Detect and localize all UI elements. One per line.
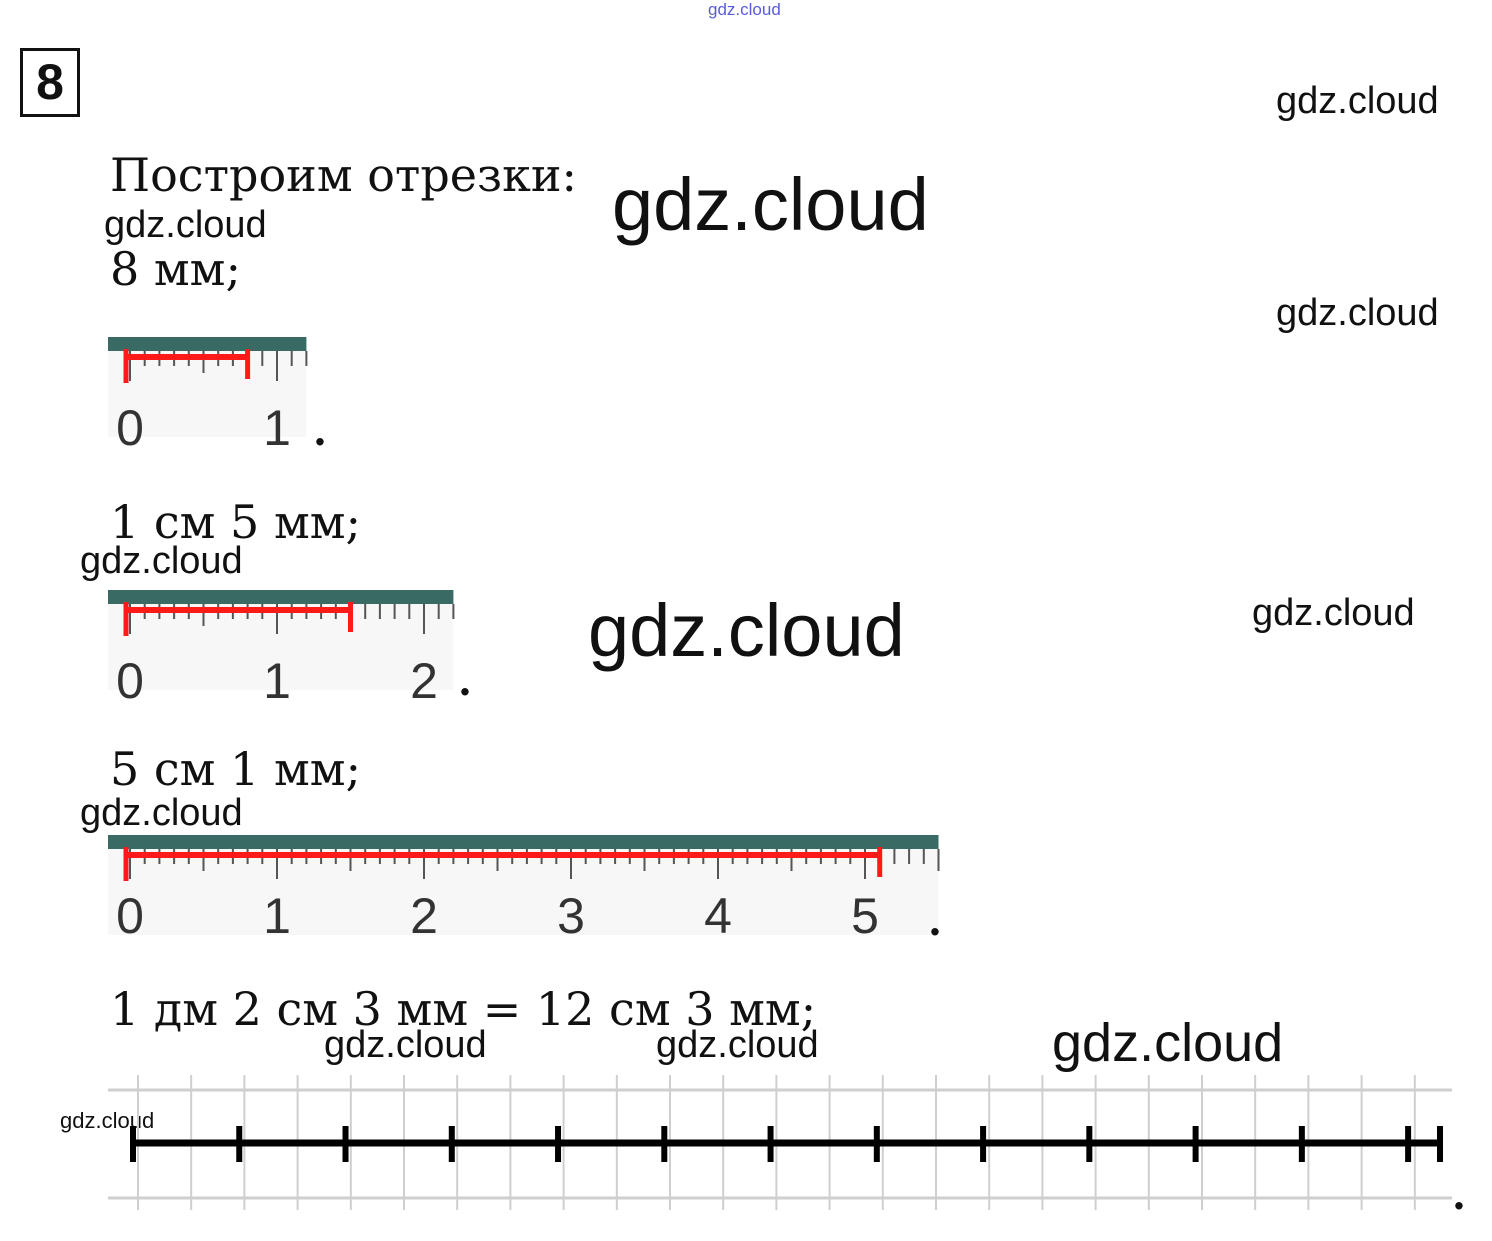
ruler-label: 4	[704, 888, 732, 944]
ruler-label: 2	[410, 653, 438, 709]
watermark: gdz.cloud	[80, 540, 243, 582]
ruler-label: 5	[851, 888, 879, 944]
ruler-edge	[108, 590, 454, 604]
end-period: .	[1452, 1172, 1466, 1219]
ruler-label: 1	[263, 400, 291, 456]
ruler-label: 0	[116, 400, 144, 456]
segment-label-2: 1 см 5 мм;	[110, 495, 362, 549]
ruler-label: 0	[116, 888, 144, 944]
segment-label-1: 8 мм;	[110, 242, 241, 296]
watermark: gdz.cloud	[612, 163, 929, 246]
watermark: gdz.cloud	[656, 1024, 819, 1066]
ruler-edge	[108, 835, 939, 849]
watermark: gdz.cloud	[104, 204, 267, 246]
ruler-edge	[108, 337, 307, 351]
ruler-2: 0 1 2	[108, 590, 455, 709]
ruler-body	[108, 835, 939, 935]
segment-label-3: 5 см 1 мм;	[110, 742, 362, 796]
watermark: gdz.cloud	[1252, 592, 1415, 634]
header-watermark: gdz.cloud	[708, 0, 781, 19]
end-period: .	[458, 658, 472, 705]
ruler-label: 0	[116, 653, 144, 709]
ruler-body	[108, 337, 307, 437]
segment-label-4: 1 дм 2 см 3 мм = 12 см 3 мм;	[110, 982, 817, 1036]
watermark: gdz.cloud	[1276, 80, 1439, 122]
ruler-label: 3	[557, 888, 585, 944]
grid-segment	[108, 1075, 1452, 1210]
ruler-body	[108, 590, 454, 690]
intro-text: Построим отрезки:	[110, 148, 578, 202]
watermark: gdz.cloud	[1276, 292, 1439, 334]
ruler-3: 0 1 2 3 4 5	[108, 835, 940, 944]
watermark: gdz.cloud	[588, 589, 905, 672]
ruler-label: 2	[410, 888, 438, 944]
watermark: gdz.cloud	[80, 792, 243, 834]
ruler-label: 1	[263, 653, 291, 709]
end-period: .	[928, 898, 942, 945]
end-period: .	[313, 408, 327, 455]
ruler-label: 1	[263, 888, 291, 944]
watermark: gdz.cloud	[324, 1024, 487, 1066]
task-number: 8	[20, 48, 80, 117]
watermark: gdz.cloud	[1052, 1013, 1284, 1073]
